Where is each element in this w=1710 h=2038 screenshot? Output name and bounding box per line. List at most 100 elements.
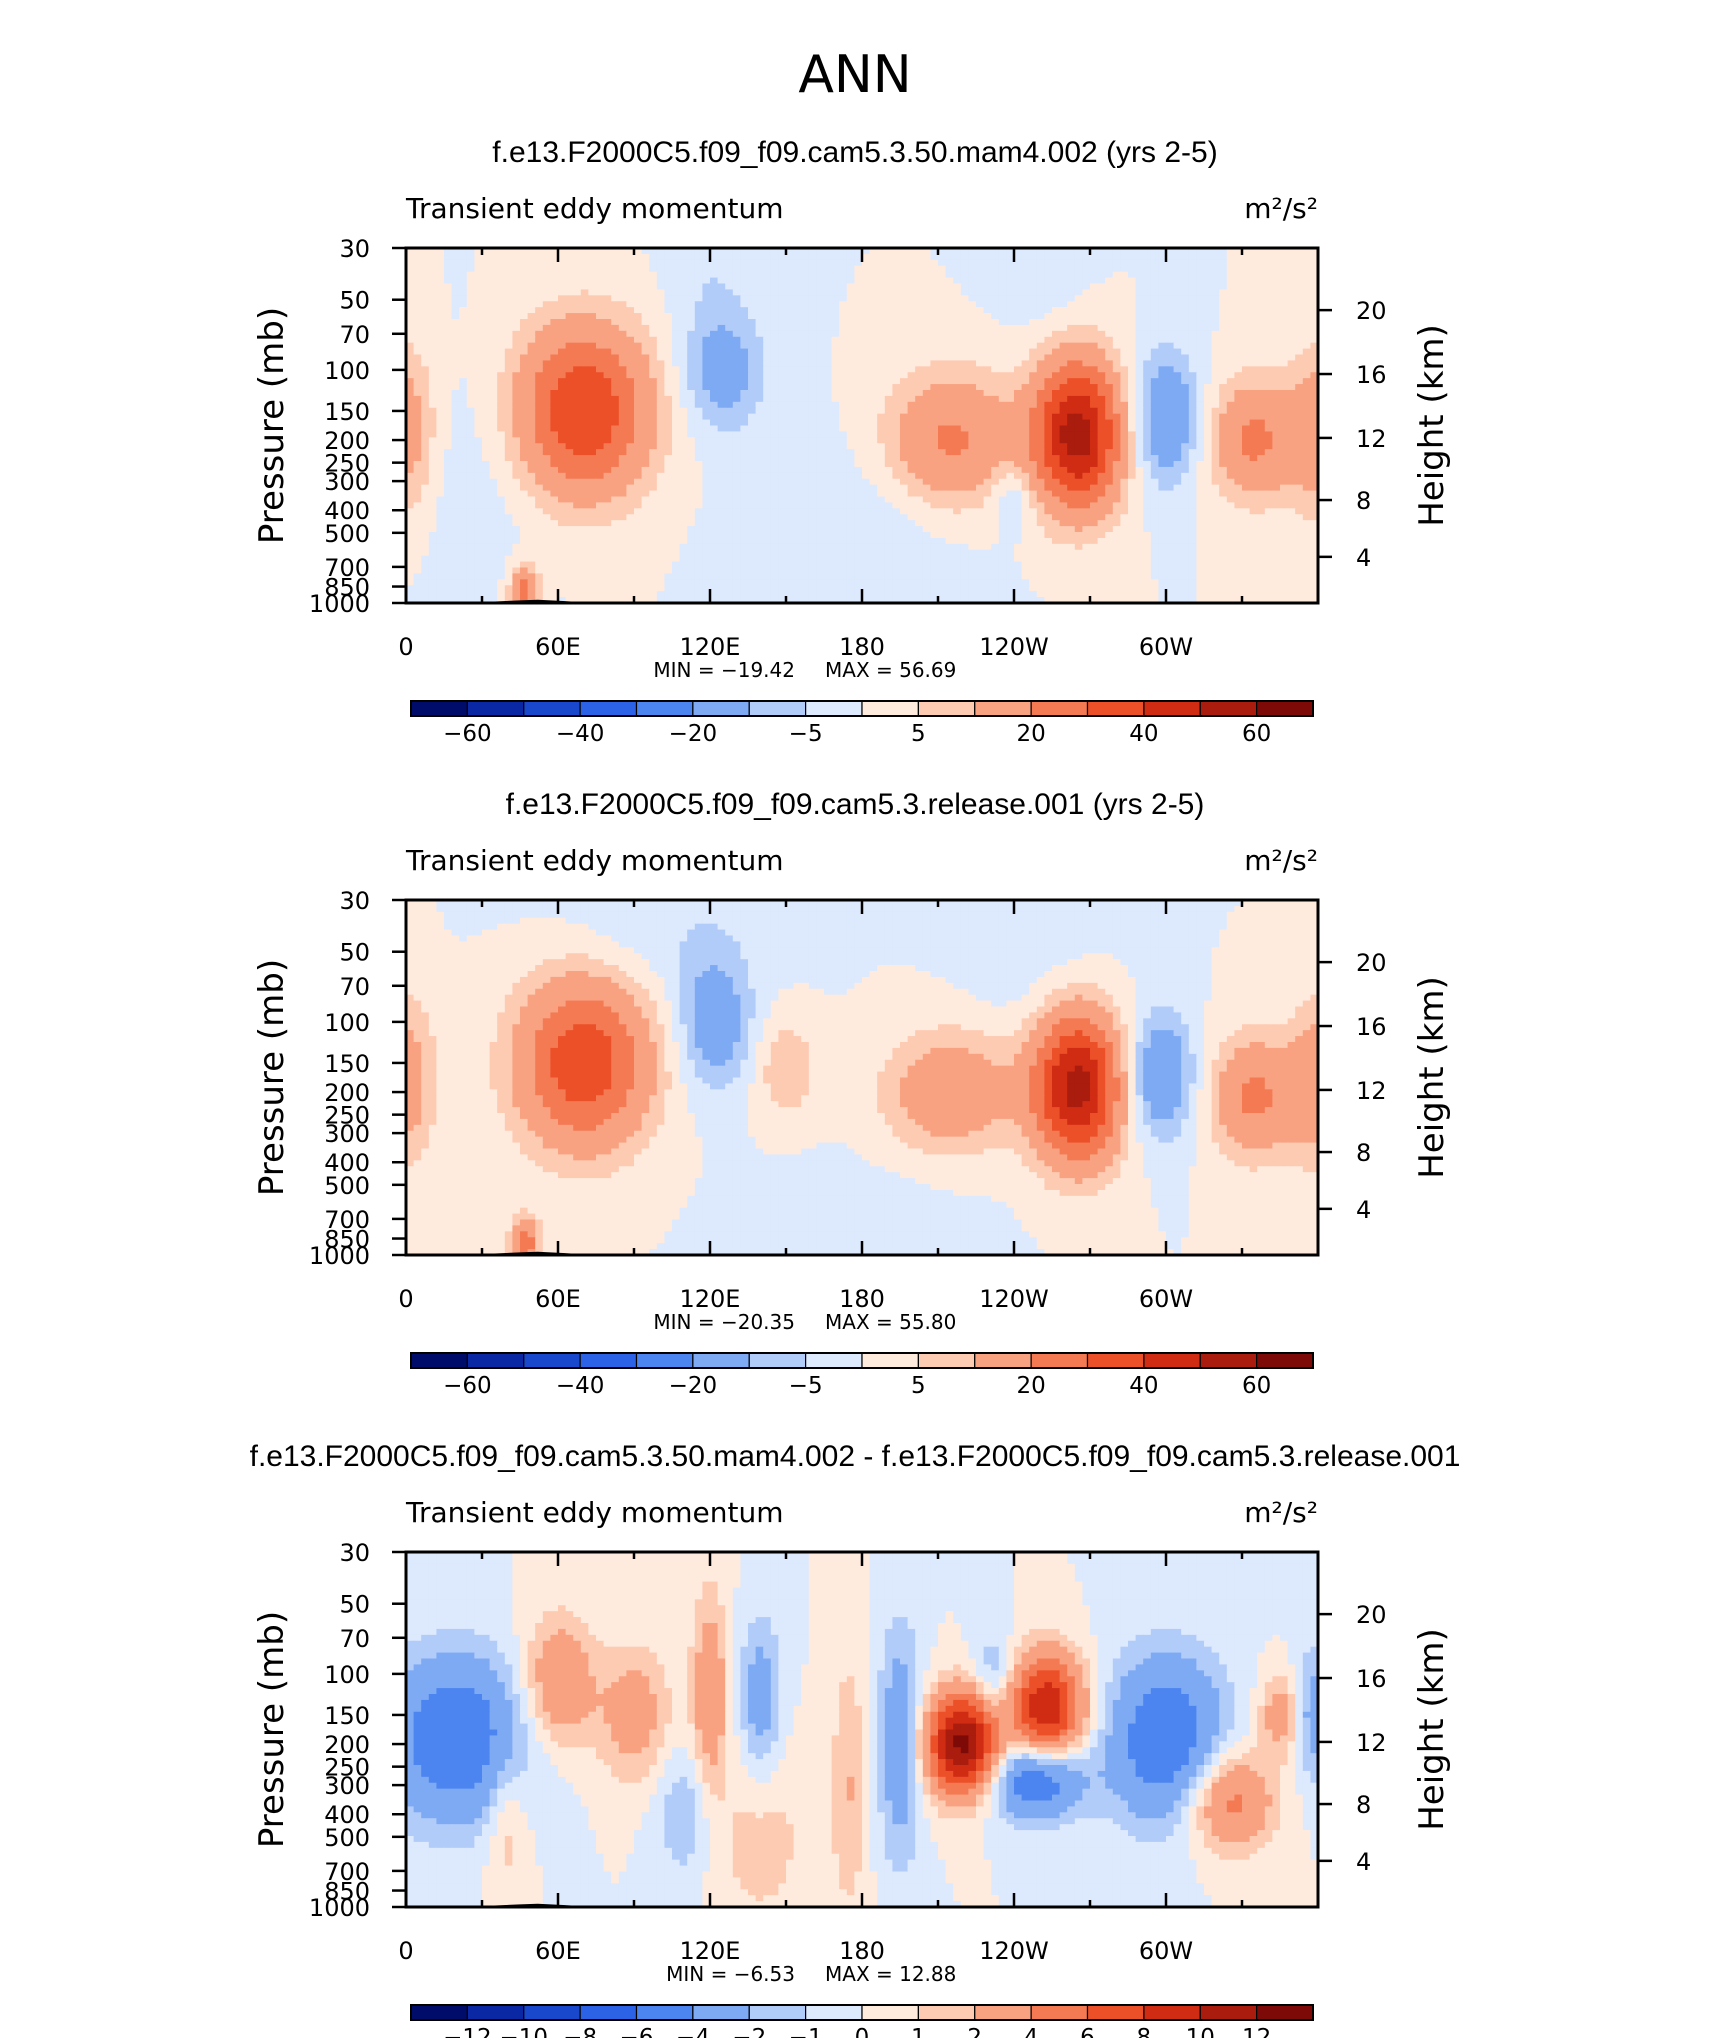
heatmap-cell (588, 437, 597, 444)
heatmap-cell (413, 390, 422, 397)
heatmap-cell (831, 283, 840, 291)
heatmap-cell (1052, 348, 1061, 356)
heatmap-cell (603, 472, 612, 480)
heatmap-cell (664, 295, 673, 302)
heatmap-cell (869, 342, 878, 350)
heatmap-cell (436, 490, 445, 498)
heatmap-cell (1105, 484, 1114, 492)
heatmap-cell (1006, 478, 1015, 486)
heatmap-cell (1188, 277, 1197, 285)
heatmap-cell (930, 360, 939, 367)
heatmap-cell (535, 253, 544, 261)
heatmap-cell (740, 253, 749, 261)
heatmap-cell (497, 449, 506, 456)
heatmap-cell (1150, 472, 1159, 480)
heatmap-cell (596, 466, 605, 474)
heatmap-cell (1188, 295, 1197, 302)
heatmap-cell (603, 295, 612, 302)
heatmap-cell (588, 295, 597, 302)
heatmap-cell (793, 478, 802, 486)
heatmap-cell (839, 413, 848, 421)
heatmap-cell (565, 330, 574, 338)
heatmap-cell (603, 360, 612, 367)
heatmap-cell (1006, 342, 1015, 350)
heatmap-cell (1006, 449, 1015, 456)
heatmap-cell (451, 283, 460, 291)
heatmap-cell (945, 295, 954, 302)
heatmap-cell (793, 419, 802, 427)
heatmap-cell (611, 449, 620, 456)
heatmap-cell (922, 401, 931, 409)
heatmap-cell (672, 360, 681, 367)
heatmap-cell (428, 378, 437, 385)
heatmap-cell (786, 259, 795, 267)
heatmap-cell (884, 449, 893, 456)
heatmap-cell (1112, 413, 1121, 421)
heatmap-cell (466, 401, 475, 409)
heatmap-cell (740, 490, 749, 498)
heatmap-cell (755, 336, 764, 344)
heatmap-cell (983, 283, 992, 291)
heatmap-cell (930, 490, 939, 498)
heatmap-cell (1105, 259, 1114, 267)
heatmap-cell (945, 319, 954, 326)
heatmap-cell (1090, 313, 1099, 320)
heatmap-cell (1143, 330, 1152, 338)
heatmap-cell (694, 484, 703, 492)
heatmap-cell (755, 348, 764, 356)
heatmap-cell (1234, 419, 1243, 427)
heatmap-cell (1036, 449, 1045, 456)
heatmap-cell (786, 478, 795, 486)
heatmap-cell (854, 336, 863, 344)
heatmap-cell (1295, 295, 1304, 302)
heatmap-cell (892, 407, 901, 415)
heatmap-cell (816, 271, 825, 279)
heatmap-cell (512, 330, 521, 338)
heatmap-cell (862, 490, 871, 498)
heatmap-cell (504, 478, 513, 486)
heatmap-cell (732, 384, 741, 391)
heatmap-cell (634, 253, 643, 261)
heatmap-cell (770, 372, 779, 379)
heatmap-cell (679, 366, 688, 373)
heatmap-cell (732, 313, 741, 320)
heatmap-cell (748, 431, 757, 438)
heatmap-cell (755, 431, 764, 438)
heatmap-cell (428, 472, 437, 480)
heatmap-cell (808, 390, 817, 397)
heatmap-cell (831, 265, 840, 273)
heatmap-cell (618, 413, 627, 421)
heatmap-cell (968, 330, 977, 338)
heatmap-cell (1287, 431, 1296, 438)
heatmap-cell (930, 313, 939, 320)
heatmap-cell (436, 301, 445, 308)
heatmap-cell (421, 295, 430, 302)
heatmap-cell (459, 354, 468, 362)
heatmap-cell (1310, 283, 1319, 291)
heatmap-cell (877, 419, 886, 427)
heatmap-cell (489, 324, 498, 332)
heatmap-cell (831, 484, 840, 492)
heatmap-cell (1257, 437, 1266, 444)
heatmap-cell (611, 413, 620, 421)
heatmap-cell (732, 390, 741, 397)
heatmap-cell (732, 472, 741, 480)
heatmap-cell (960, 319, 969, 326)
heatmap-cell (1158, 366, 1167, 373)
heatmap-cell (687, 366, 696, 373)
heatmap-cell (1014, 431, 1023, 438)
heatmap-cell (679, 490, 688, 498)
heatmap-cell (1204, 301, 1213, 308)
heatmap-cell (451, 472, 460, 480)
heatmap-cell (1272, 449, 1281, 456)
heatmap-cell (1302, 301, 1311, 308)
heatmap-cell (1280, 253, 1289, 261)
heatmap-cell (1158, 336, 1167, 344)
heatmap-cell (801, 449, 810, 456)
heatmap-cell (550, 319, 559, 326)
heatmap-cell (512, 319, 521, 326)
heatmap-cell (778, 490, 787, 498)
heatmap-cell (573, 301, 582, 308)
heatmap-cell (1006, 283, 1015, 291)
heatmap-cell (884, 407, 893, 415)
